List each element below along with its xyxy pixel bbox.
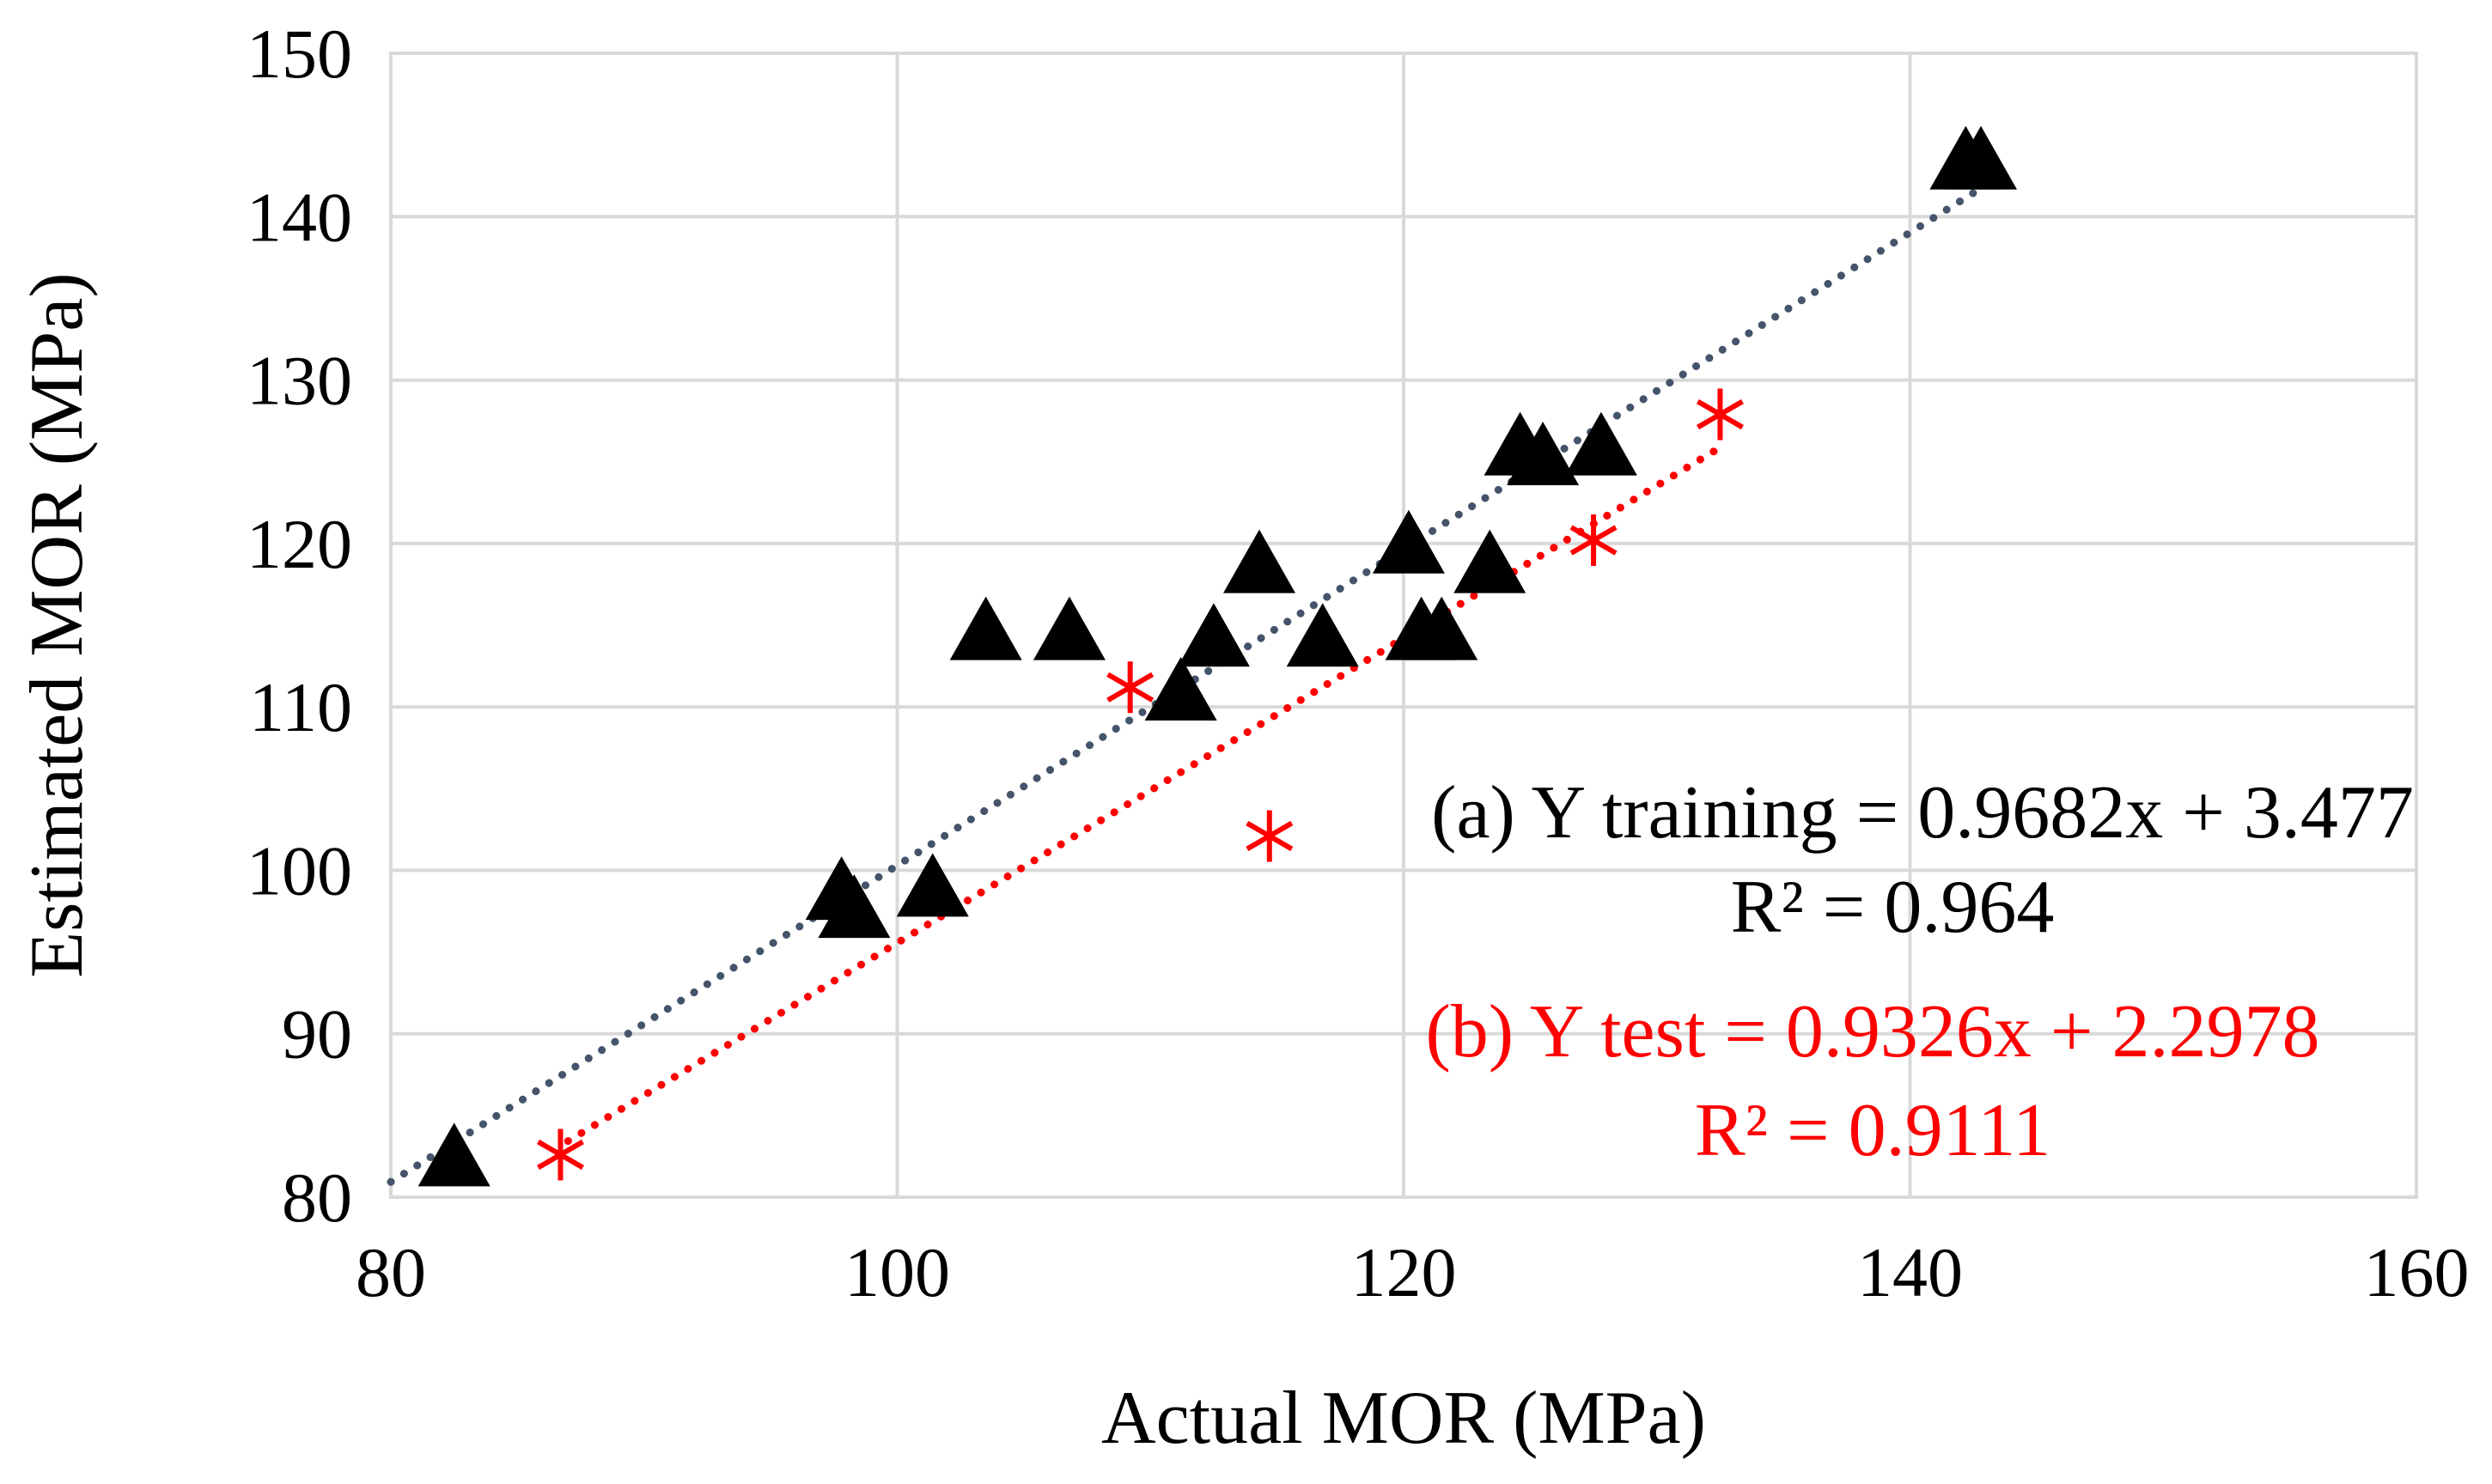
test-equation-label: (b) Y test = 0.9326x + 2.2978 (1425, 990, 2319, 1073)
y-tick-label: 130 (247, 342, 352, 420)
y-tick-label: 140 (247, 178, 352, 256)
plot-area-border (389, 52, 2418, 1199)
x-axis-title: Actual MOR (MPa) (1101, 1377, 1706, 1460)
star-stroke (537, 1139, 584, 1171)
training-equation-label: (a) Y training = 0.9682x + 3.477 (1431, 771, 2414, 855)
grid-lines (391, 53, 2416, 1197)
test-point-star (1246, 810, 1294, 862)
training-point-triangle (1945, 125, 2018, 190)
x-axis-tick-labels: 80 100 120 140 160 (356, 1233, 2470, 1311)
y-tick-label: 80 (282, 1159, 352, 1237)
y-tick-label: 100 (247, 831, 352, 909)
training-point-triangle (1405, 596, 1478, 660)
training-point-triangle (1033, 596, 1106, 660)
training-point-triangle (417, 1122, 490, 1187)
training-point-triangle (1564, 411, 1637, 476)
training-point-triangle (1222, 529, 1295, 593)
x-tick-label: 140 (1857, 1233, 1963, 1311)
training-point-triangle (1144, 657, 1217, 721)
star-stroke (1106, 672, 1155, 702)
test-trendline (564, 443, 1724, 1146)
star-stroke (1696, 398, 1744, 430)
training-point-triangle (896, 853, 969, 917)
test-point-star (1696, 388, 1744, 441)
x-tick-label: 80 (356, 1233, 426, 1311)
test-point-star (1569, 514, 1618, 567)
y-tick-label: 90 (282, 995, 352, 1073)
test-point-star (537, 1128, 584, 1181)
training-point-triangle (949, 596, 1022, 660)
y-tick-label: 120 (247, 505, 352, 583)
y-tick-label: 110 (249, 668, 352, 746)
data-markers (417, 125, 2018, 1187)
training-point-triangle (1453, 529, 1526, 593)
test-r2-label: R² = 0.9111 (1695, 1089, 2050, 1172)
y-axis-tick-labels: 80 90 100 110 120 130 140 150 (247, 15, 352, 1237)
x-tick-label: 100 (844, 1233, 950, 1311)
training-point-triangle (1507, 421, 1580, 485)
star-stroke (1569, 525, 1618, 556)
test-point-star (1106, 661, 1155, 714)
x-tick-label: 160 (2364, 1233, 2470, 1311)
training-r2-label: R² = 0.964 (1731, 866, 2055, 949)
training-point-triangle (1286, 603, 1359, 667)
training-point-triangle (1177, 603, 1250, 667)
training-point-triangle (818, 874, 891, 939)
y-tick-label: 150 (247, 15, 352, 93)
star-stroke (1246, 820, 1294, 852)
x-tick-label: 120 (1351, 1233, 1457, 1311)
y-axis-title: Estimated MOR (MPa) (15, 272, 99, 977)
training-point-triangle (1372, 509, 1445, 574)
